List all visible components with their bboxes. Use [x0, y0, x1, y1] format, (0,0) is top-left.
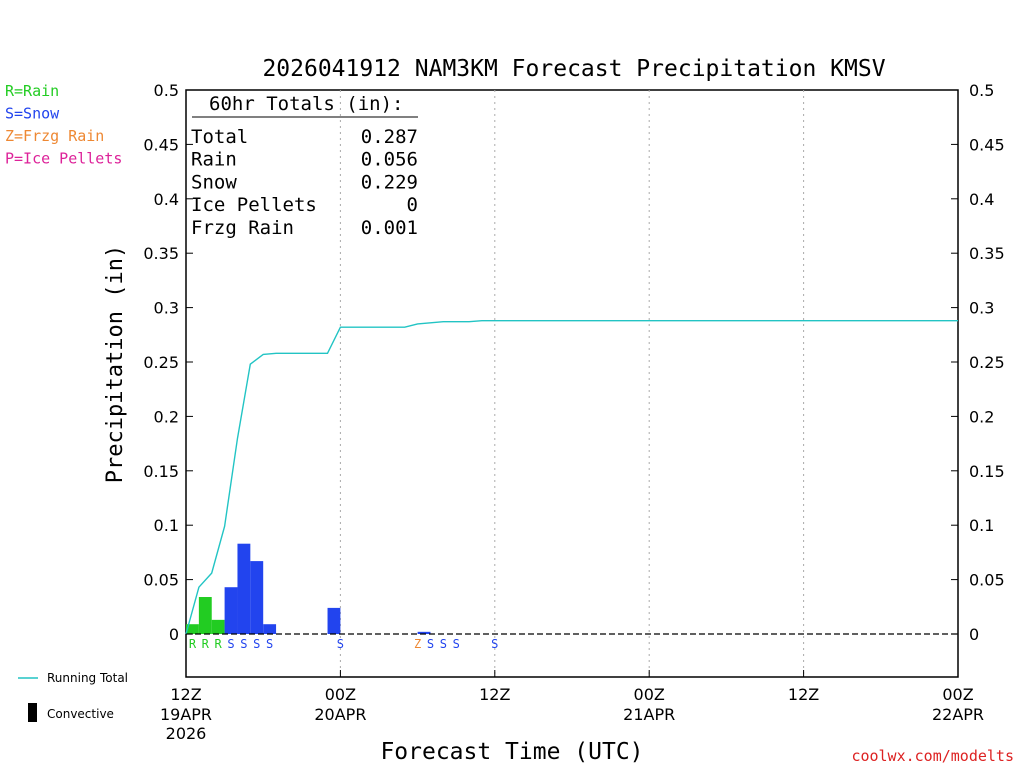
totals-row-value-4: 0.001 [361, 217, 418, 239]
x-tick-year-0: 2026 [166, 724, 207, 743]
chart-title: 2026041912 NAM3KM Forecast Precipitation… [262, 56, 885, 82]
totals-row-name-4: Frzg Rain [191, 217, 294, 239]
y-tick-label-right-2: 0.4 [969, 190, 994, 209]
y-tick-label-right-4: 0.3 [969, 299, 994, 318]
type-legend: R=Rain S=Snow Z=Frzg Rain P=Ice Pellets [5, 82, 122, 168]
y-tick-label-right-6: 0.2 [969, 407, 994, 426]
x-tick-time-2: 12Z [479, 685, 510, 704]
totals-header: 60hr Totals (in): [209, 93, 403, 115]
totals-row-value-3: 0 [407, 194, 418, 216]
type-marker-6: S [266, 637, 273, 651]
type-marker-1: R [202, 637, 210, 651]
x-tick-date-0: 19APR [160, 705, 212, 724]
y-tick-label-right-3: 0.35 [969, 244, 1005, 263]
line-legend: Running Total Convective [18, 671, 128, 722]
x-tick-date-1: 20APR [314, 705, 366, 724]
type-marker-8: Z [414, 637, 421, 651]
y-tick-label-left-10: 0 [169, 625, 179, 644]
y-tick-label-right-1: 0.45 [969, 135, 1005, 154]
y-tick-label-left-1: 0.45 [143, 135, 179, 154]
y-tick-label-right-10: 0 [969, 625, 979, 644]
y-tick-label-left-7: 0.15 [143, 462, 179, 481]
type-marker-3: S [227, 637, 234, 651]
bar-5 [250, 561, 264, 634]
y-tick-label-left-5: 0.25 [143, 353, 179, 372]
y-axis-right: 0.5 0.45 0.4 0.35 0.3 0.25 0.2 0.15 0.1 0.05 0 [951, 81, 1005, 644]
type-marker-10: S [440, 637, 447, 651]
bar-1 [198, 597, 212, 634]
type-marker-2: R [215, 637, 223, 651]
totals-box: 60hr Totals (in): Total 0.287 Rain 0.056 Sno… [191, 93, 418, 239]
totals-row-value-1: 0.056 [361, 149, 418, 171]
legend-type-s: S=Snow [5, 105, 60, 123]
x-tick-date-5: 22APR [932, 705, 984, 724]
y-tick-label-left-9: 0.05 [143, 571, 179, 590]
totals-row-name-3: Ice Pellets [191, 194, 317, 216]
totals-row-name-0: Total [191, 126, 248, 148]
x-tick-time-3: 00Z [634, 685, 665, 704]
convective-legend-swatch [28, 703, 37, 722]
x-tick-time-5: 00Z [942, 685, 973, 704]
bars [186, 543, 431, 634]
legend-type-z: Z=Frzg Rain [5, 127, 104, 145]
type-marker-5: S [253, 637, 260, 651]
y-tick-label-right-0: 0.5 [969, 81, 994, 100]
y-tick-label-left-8: 0.1 [154, 516, 179, 535]
type-marker-9: S [427, 637, 434, 651]
y-tick-label-right-9: 0.05 [969, 571, 1005, 590]
x-axis-label: Forecast Time (UTC) [380, 739, 643, 765]
convective-legend-label: Convective [47, 707, 114, 721]
bar-0 [186, 624, 199, 634]
type-marker-12: S [491, 637, 498, 651]
y-tick-label-left-3: 0.35 [143, 244, 179, 263]
y-tick-label-left-4: 0.3 [154, 299, 179, 318]
running-total-line [185, 320, 958, 635]
x-tick-date-3: 21APR [623, 705, 675, 724]
legend-type-r: R=Rain [5, 82, 59, 100]
type-marker-7: S [337, 637, 344, 651]
y-tick-label-left-6: 0.2 [154, 407, 179, 426]
type-marker-4: S [240, 637, 247, 651]
y-tick-label-right-5: 0.25 [969, 353, 1005, 372]
bar-6 [263, 624, 277, 634]
type-marker-11: S [453, 637, 460, 651]
bar-2 [211, 619, 225, 634]
type-marker-0: R [189, 637, 197, 651]
bar-7 [327, 607, 341, 634]
totals-row-value-2: 0.229 [361, 171, 418, 193]
bar-3 [224, 587, 238, 634]
gridlines [339, 90, 805, 677]
y-axis-left: 0.5 0.45 0.4 0.35 0.3 0.25 0.2 0.15 0.1 0.05 0 [143, 81, 193, 644]
y-axis-label: Precipitation (in) [103, 245, 128, 483]
totals-row-name-1: Rain [191, 149, 237, 171]
y-tick-label-right-7: 0.15 [969, 462, 1005, 481]
legend-type-p: P=Ice Pellets [5, 150, 122, 168]
totals-row-value-0: 0.287 [361, 126, 418, 148]
y-tick-label-left-2: 0.4 [154, 190, 179, 209]
watermark: coolwx.com/modelts [851, 747, 1014, 765]
totals-row-name-2: Snow [191, 171, 237, 193]
x-tick-time-1: 00Z [325, 685, 356, 704]
plot-area [185, 89, 959, 678]
bar-4 [237, 543, 251, 634]
x-tick-time-4: 12Z [788, 685, 819, 704]
bar-8 [417, 631, 431, 634]
y-tick-label-right-8: 0.1 [969, 516, 994, 535]
y-tick-label-left-0: 0.5 [154, 81, 179, 100]
running-total-legend-label: Running Total [47, 671, 128, 685]
x-tick-time-0: 12Z [170, 685, 201, 704]
